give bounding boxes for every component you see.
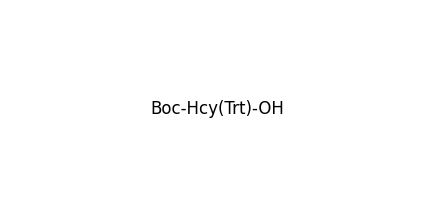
Text: Boc-Hcy(Trt)-OH: Boc-Hcy(Trt)-OH (151, 100, 284, 118)
